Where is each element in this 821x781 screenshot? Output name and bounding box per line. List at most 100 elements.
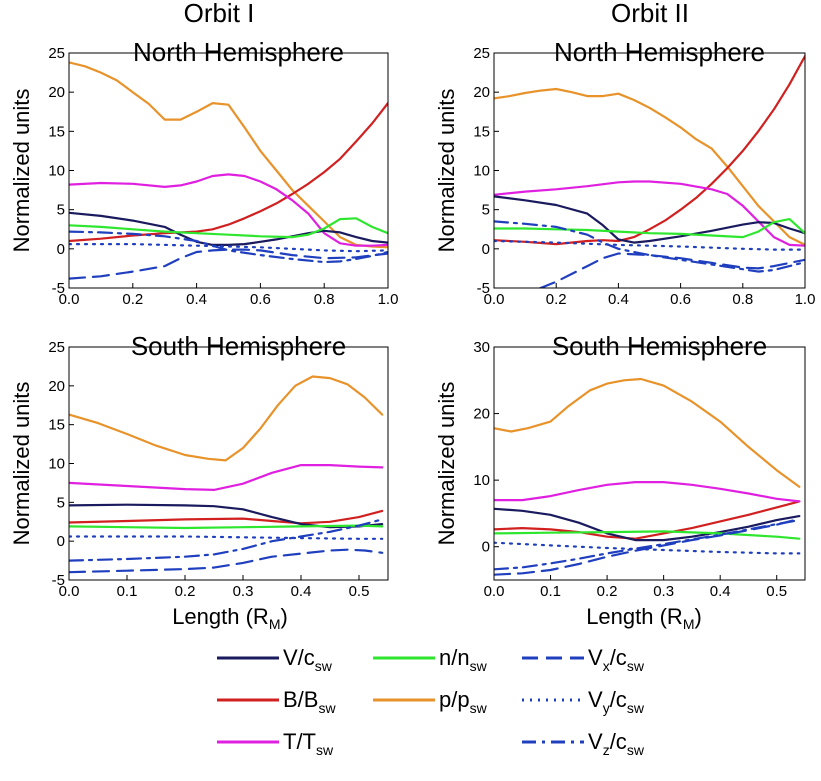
chart-panel-1: 0.0 0.2 0.4 0.6 0.8 1.0 -5 0 5 10 15 20 25 North Hemi… bbox=[9, 37, 398, 308]
y-tick-label: 15 bbox=[48, 123, 65, 140]
y-tick-label: 20 bbox=[48, 378, 65, 395]
legend-label: n/nsw bbox=[439, 645, 488, 674]
series-line-p bbox=[494, 377, 801, 488]
series-line-Vy bbox=[69, 535, 384, 540]
series-line-V bbox=[494, 507, 801, 542]
series-line-B bbox=[494, 500, 801, 540]
series-line-V bbox=[69, 503, 384, 529]
series-line-n bbox=[69, 217, 388, 239]
legend-label: B/Bsw bbox=[283, 687, 336, 716]
x-tick-label: 0.5 bbox=[349, 583, 370, 600]
y-tick-label: 25 bbox=[473, 45, 490, 62]
x-tick-label: 0.8 bbox=[732, 291, 753, 308]
series-line-n bbox=[494, 530, 801, 540]
x-tick-label: 0.6 bbox=[250, 291, 271, 308]
series-line-B bbox=[494, 54, 805, 246]
x-tick-label: 0.4 bbox=[186, 291, 207, 308]
x-tick-label: 0.2 bbox=[546, 291, 567, 308]
column-title-orbit-1: Orbit I bbox=[184, 0, 255, 28]
x-axis-label-right: Length (RM) bbox=[586, 604, 702, 632]
x-tick-label: 0.3 bbox=[233, 583, 254, 600]
series-line-Vz bbox=[69, 230, 388, 264]
y-axis-label: Normalized units bbox=[434, 89, 459, 253]
legend: V/csw n/nsw Vx/csw B/Bsw p/psw Vy/csw T/Tsw Vz/… bbox=[217, 645, 645, 758]
y-tick-label: 10 bbox=[473, 472, 490, 489]
y-tick-label: -5 bbox=[477, 280, 490, 297]
x-tick-label: 0.0 bbox=[484, 583, 505, 600]
y-tick-label: 5 bbox=[57, 494, 65, 511]
series-line-n bbox=[494, 218, 805, 239]
plot-frame bbox=[68, 52, 389, 289]
chart-panel-3: 0.0 0.1 0.2 0.3 0.4 0.5 -5 0 5 10 15 20 25 South Hemi… bbox=[9, 331, 389, 600]
x-tick-label: 1.0 bbox=[378, 291, 399, 308]
column-title-orbit-2: Orbit II bbox=[611, 0, 689, 28]
legend-label: p/psw bbox=[439, 687, 488, 716]
legend-item-n: n/nsw bbox=[373, 645, 488, 674]
y-axis-label: Normalized units bbox=[9, 382, 34, 546]
y-tick-label: 15 bbox=[473, 123, 490, 140]
y-tick-label: 20 bbox=[473, 84, 490, 101]
x-tick-label: 1.0 bbox=[795, 291, 816, 308]
legend-item-T: T/Tsw bbox=[217, 729, 334, 758]
legend-item-V: V/csw bbox=[217, 645, 333, 674]
legend-label: Vy/csw bbox=[588, 687, 645, 716]
series-line-Vx bbox=[69, 248, 388, 280]
y-tick-label: 0 bbox=[482, 539, 490, 556]
y-tick-label: 20 bbox=[473, 406, 490, 423]
y-tick-label: 25 bbox=[48, 45, 65, 62]
chart-panel-2: 0.0 0.2 0.4 0.6 0.8 1.0 -5 0 5 10 15 20 25 North Hemi… bbox=[434, 37, 815, 308]
legend-item-Vx: Vx/csw bbox=[522, 645, 645, 674]
series-line-Vx bbox=[537, 252, 805, 288]
plot-frame bbox=[493, 346, 806, 581]
series-line-Vx bbox=[69, 548, 384, 574]
series-line-V bbox=[494, 195, 805, 244]
x-tick-label: 0.8 bbox=[314, 291, 335, 308]
series-line-T bbox=[69, 173, 388, 247]
y-tick-label: 10 bbox=[48, 456, 65, 473]
x-tick-label: 0.2 bbox=[122, 291, 143, 308]
series-line-B bbox=[69, 101, 388, 243]
legend-item-Vz: Vz/csw bbox=[522, 729, 645, 758]
y-tick-label: 15 bbox=[48, 417, 65, 434]
panels-group: 0.0 0.2 0.4 0.6 0.8 1.0 -5 0 5 10 15 20 25 North Hemi… bbox=[9, 37, 815, 600]
y-tick-label: 0 bbox=[57, 533, 65, 550]
legend-label: T/Tsw bbox=[283, 729, 334, 758]
y-axis-label: Normalized units bbox=[434, 382, 459, 546]
series-line-Vy bbox=[494, 541, 801, 555]
y-tick-label: 25 bbox=[48, 339, 65, 356]
x-tick-label: 0.3 bbox=[653, 583, 674, 600]
x-tick-label: 0.2 bbox=[175, 583, 196, 600]
x-tick-label: 0.0 bbox=[484, 291, 505, 308]
panel-title: North Hemisphere bbox=[554, 37, 765, 67]
plot-frame bbox=[493, 52, 806, 289]
x-tick-label: 0.1 bbox=[117, 583, 138, 600]
panel-title: South Hemisphere bbox=[552, 331, 767, 361]
legend-label: Vx/csw bbox=[588, 645, 645, 674]
x-tick-label: 0.4 bbox=[710, 583, 731, 600]
panel-title: North Hemisphere bbox=[133, 37, 344, 67]
series-line-Vz bbox=[494, 518, 801, 571]
series-line-Vy bbox=[69, 243, 388, 253]
series-line-p bbox=[69, 375, 384, 462]
y-tick-label: 30 bbox=[473, 339, 490, 356]
x-tick-label: 0.5 bbox=[766, 583, 787, 600]
legend-label: Vz/csw bbox=[588, 729, 645, 758]
series-line-Vy bbox=[494, 239, 805, 251]
x-axis-label-left: Length (RM) bbox=[172, 604, 288, 632]
y-tick-label: 0 bbox=[57, 241, 65, 258]
y-tick-label: 5 bbox=[57, 202, 65, 219]
y-axis-label: Normalized units bbox=[9, 89, 34, 253]
y-tick-label: 10 bbox=[473, 163, 490, 180]
series-line-T bbox=[69, 464, 384, 491]
y-tick-label: -5 bbox=[52, 280, 65, 297]
y-tick-label: 20 bbox=[48, 84, 65, 101]
series-line-p bbox=[494, 87, 805, 246]
x-tick-label: 0.0 bbox=[59, 291, 80, 308]
series-line-Vz bbox=[494, 220, 805, 273]
panel-title: South Hemisphere bbox=[131, 331, 346, 361]
y-tick-label: -5 bbox=[52, 572, 65, 589]
y-tick-label: 0 bbox=[482, 241, 490, 258]
x-tick-label: 0.4 bbox=[291, 583, 312, 600]
series-line-B bbox=[69, 509, 384, 525]
